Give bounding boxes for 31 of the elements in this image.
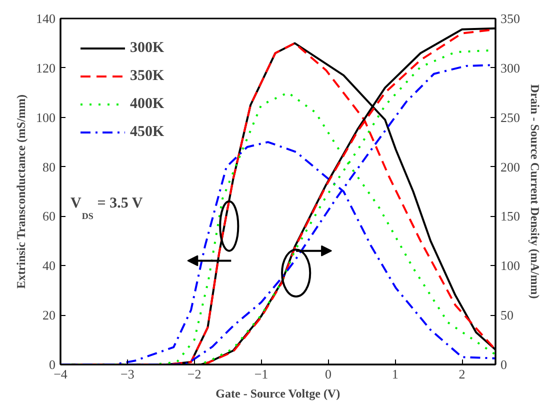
y2-tick-label: 250 xyxy=(500,110,520,125)
legend-label: 400K xyxy=(130,96,164,112)
y-tick-label: 140 xyxy=(36,11,56,26)
y-tick-label: 20 xyxy=(42,308,56,323)
y-tick-label: 0 xyxy=(49,357,56,372)
legend-label: 450K xyxy=(130,124,164,140)
y-tick-label: 120 xyxy=(36,60,56,76)
y2-tick-label: 350 xyxy=(500,11,520,26)
y2-tick-label: 0 xyxy=(500,357,507,372)
y2-tick-label: 100 xyxy=(500,258,520,274)
y-axis-title: Extrinsic Transconductance (mS/mm) xyxy=(14,94,28,289)
legend-label: 350K xyxy=(130,68,164,84)
x-tick-label: −4 xyxy=(54,366,68,382)
x-tick-label: −2 xyxy=(187,366,202,382)
y-tick-label: 60 xyxy=(42,208,56,224)
x-tick-label: −3 xyxy=(120,366,134,382)
x-axis-title: Gate - Source Voltge (V) xyxy=(216,386,340,400)
y-tick-label: 40 xyxy=(42,258,56,274)
y2-tick-label: 300 xyxy=(500,60,520,76)
x-tick-label: 0 xyxy=(324,366,332,382)
y2-tick-label: 50 xyxy=(500,308,514,323)
y2-tick-label: 200 xyxy=(500,159,520,174)
y2-axis-title: Drain - Source Current Density (mA/mm) xyxy=(528,84,542,299)
x-tick-label: 1 xyxy=(392,366,398,382)
y-tick-label: 100 xyxy=(36,110,56,125)
annotation: VDS = 3.5 V xyxy=(70,195,143,222)
y2-tick-label: 150 xyxy=(500,208,520,224)
legend-label: 300K xyxy=(130,40,164,56)
x-tick-label: −1 xyxy=(254,366,268,382)
y-tick-label: 80 xyxy=(42,159,56,174)
x-tick-label: 2 xyxy=(458,366,466,382)
